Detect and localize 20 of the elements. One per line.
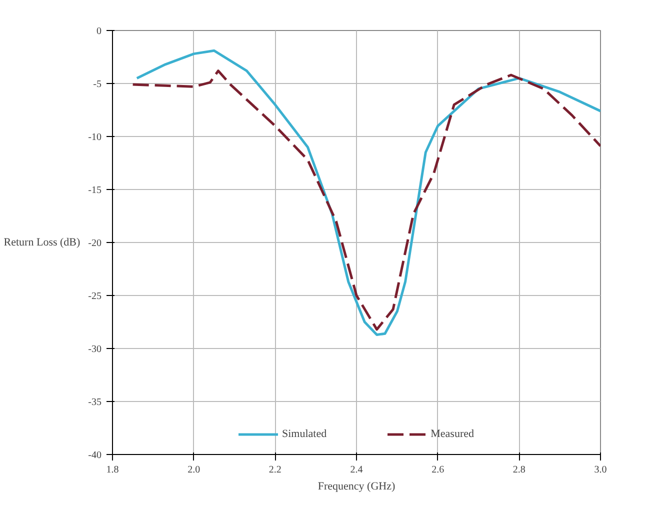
y-tick-label: -35 [88,397,102,408]
y-tick-label: -30 [88,344,102,355]
x-tick-label: 2.6 [432,464,444,476]
x-tick-label: 2.4 [350,464,363,476]
y-tick-label: -15 [88,185,102,196]
y-tick-label: -25 [88,291,102,302]
y-tick-label: -10 [88,132,102,143]
x-tick-label: 2.2 [268,464,282,476]
legend-label: Measured [430,428,474,440]
x-tick-label: 2.8 [512,464,526,476]
x-tick-label: 3.0 [594,464,607,476]
x-tick-label: 2.0 [188,464,200,476]
x-tick-label: 1.8 [106,464,119,476]
y-tick-label: -20 [88,238,102,249]
y-tick-label: -5 [93,79,102,90]
legend-label: Simulated [282,428,327,440]
x-axis-title: Frequency (GHz) [318,480,396,492]
y-tick-label: 0 [96,26,102,37]
y-axis-title: Return Loss (dB) [4,236,81,248]
y-tick-label: -40 [88,450,102,461]
